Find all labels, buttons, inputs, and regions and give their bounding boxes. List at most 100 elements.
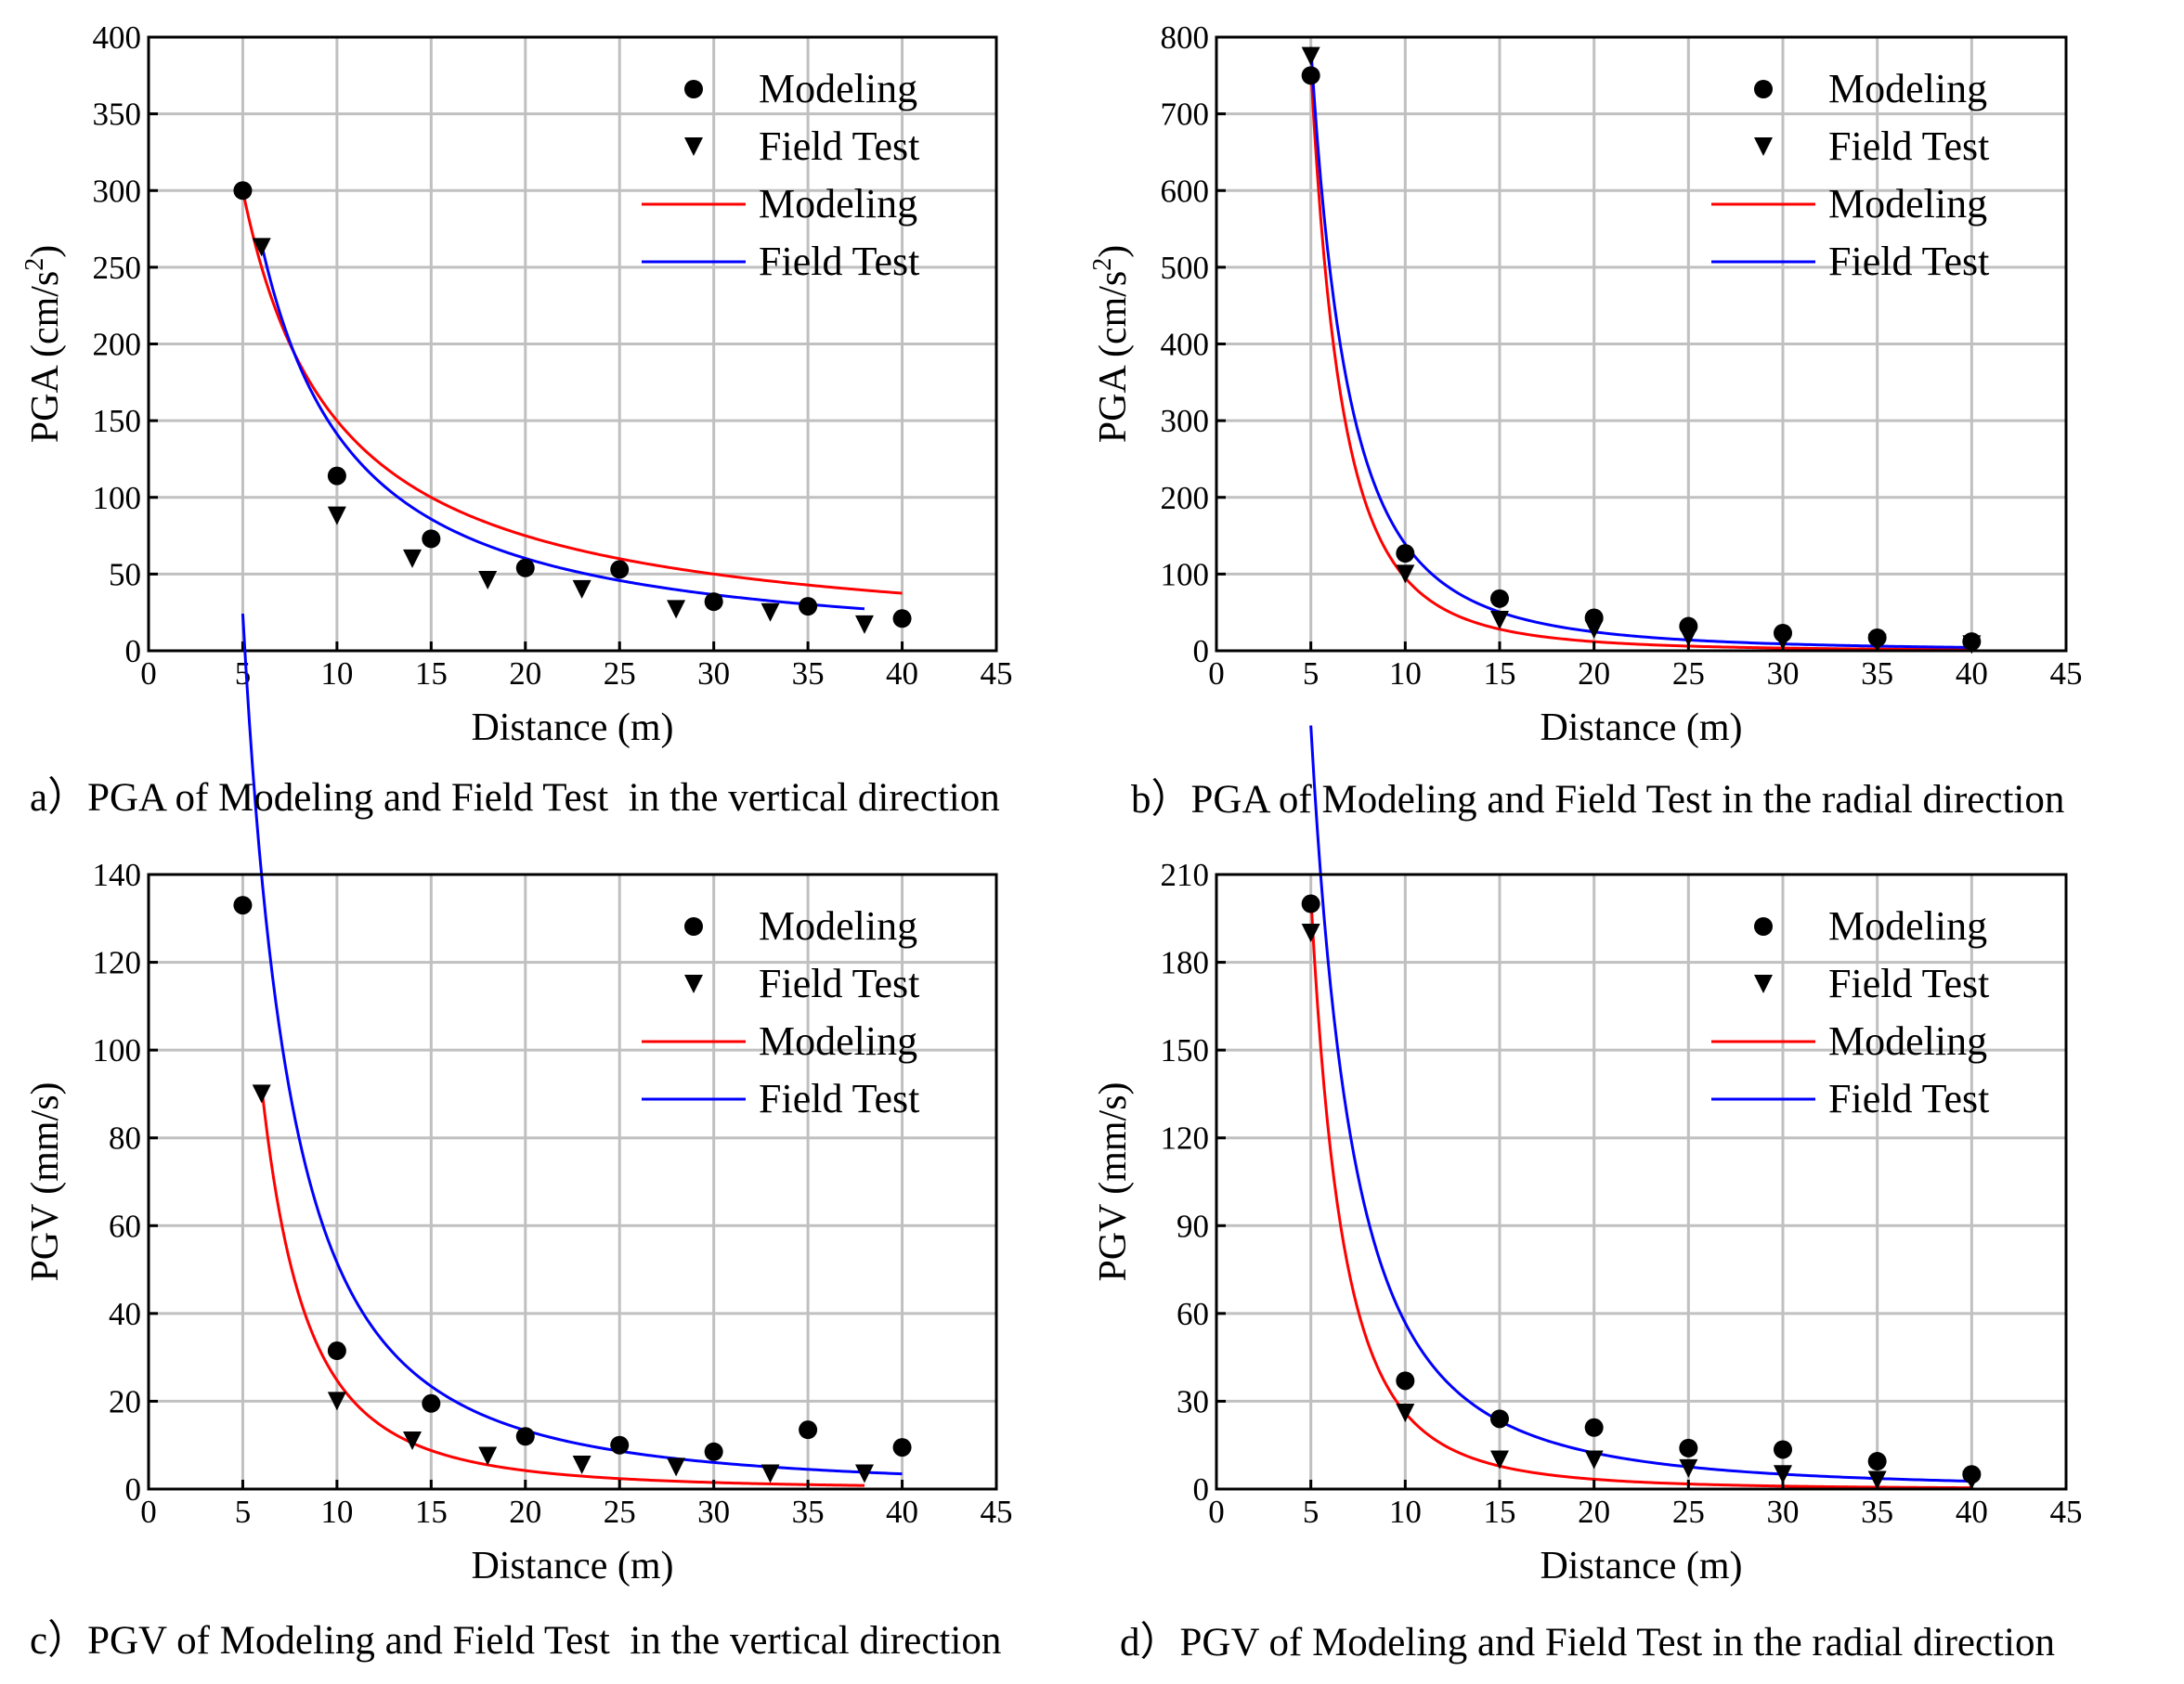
x-tick-label: 45	[981, 655, 1013, 692]
y-tick-label: 250	[93, 250, 142, 286]
y-tick-label: 0	[1193, 1471, 1210, 1508]
x-tick-label: 0	[140, 655, 157, 692]
caption-c: c）PGV of Modeling and Field Test in the …	[30, 1619, 1002, 1663]
modeling-point	[610, 1435, 630, 1455]
x-tick-label: 5	[1303, 655, 1320, 692]
field-test-point	[1301, 924, 1320, 943]
y-tick-label: 120	[1161, 1121, 1210, 1157]
y-axis-label: PGA (cm/s2)	[20, 245, 67, 444]
field-test-point	[327, 506, 346, 525]
field-test-point	[572, 579, 592, 599]
y-axis-label-main: PGA (cm/s	[24, 271, 67, 444]
field-test-point	[403, 1431, 422, 1450]
field-test-point	[1301, 46, 1320, 66]
y-tick-label: 140	[93, 857, 142, 893]
field-test-point	[1774, 1465, 1792, 1484]
legend-label: Modeling	[759, 181, 917, 227]
legend-label: Modeling	[1828, 66, 1987, 111]
modeling-point	[233, 896, 253, 915]
field-test-point	[760, 1464, 780, 1483]
y-axis-label-end: )	[1092, 245, 1135, 258]
x-tick-label: 0	[140, 1494, 157, 1530]
y-tick-label: 20	[109, 1383, 141, 1419]
modeling-point	[233, 181, 253, 201]
y-tick-label: 60	[1176, 1296, 1209, 1332]
y-tick-label: 200	[93, 327, 142, 363]
legend-label: Field Test	[1828, 1076, 1989, 1121]
legend-label: Field Test	[759, 123, 919, 169]
x-tick-label: 25	[1672, 655, 1705, 692]
curve-field-test	[260, 243, 865, 611]
x-tick-label: 40	[886, 1494, 918, 1530]
x-tick-label: 45	[2050, 655, 2083, 692]
legend-field-test-marker	[1754, 975, 1773, 993]
field-test-point	[1774, 631, 1792, 651]
y-tick-label: 40	[109, 1296, 141, 1332]
x-tick-label: 15	[1484, 1494, 1516, 1530]
modeling-point	[515, 1427, 535, 1446]
y-tick-label: 150	[1161, 1032, 1210, 1069]
x-tick-label: 25	[604, 655, 636, 692]
x-tick-label: 45	[2050, 1494, 2083, 1530]
field-test-point	[1490, 1450, 1509, 1470]
field-test-point	[1679, 628, 1698, 647]
modeling-point	[704, 1442, 723, 1461]
y-tick-label: 0	[125, 633, 142, 669]
y-tick-label: 90	[1176, 1208, 1209, 1244]
y-tick-label: 0	[125, 1471, 142, 1508]
field-test-point	[403, 549, 422, 568]
caption-a: a）PGA of Modeling and Field Test in the …	[30, 776, 1000, 820]
y-tick-label: 700	[1161, 97, 1210, 133]
x-tick-label: 30	[697, 1494, 730, 1530]
modeling-point	[1679, 1438, 1698, 1457]
curve-field-test	[240, 613, 903, 1476]
plot-frame	[1215, 873, 2068, 1491]
modeling-point	[892, 609, 912, 628]
legend-label: Field Test	[1828, 961, 1989, 1006]
y-tick-label: 300	[93, 173, 142, 209]
modeling-point	[610, 560, 630, 579]
x-axis-label: Distance (m)	[471, 706, 673, 749]
y-axis-label-sup: 2	[1088, 258, 1117, 271]
field-test-point	[327, 1392, 346, 1411]
x-tick-label: 0	[1208, 1494, 1225, 1530]
x-tick-label: 40	[886, 655, 918, 692]
x-tick-label: 10	[320, 1494, 353, 1530]
y-tick-label: 30	[1176, 1383, 1209, 1419]
x-tick-label: 15	[415, 655, 448, 692]
x-tick-label: 20	[509, 655, 541, 692]
x-tick-label: 45	[981, 1494, 1013, 1530]
x-tick-label: 35	[792, 1494, 825, 1530]
curve-modeling	[1309, 896, 1972, 1490]
x-tick-label: 25	[1672, 1494, 1705, 1530]
curve-modeling	[1309, 67, 1972, 652]
field-test-point	[1396, 564, 1415, 584]
modeling-point	[1490, 1409, 1509, 1429]
legend-label: Field Test	[1828, 123, 1989, 169]
x-axis-label: Distance (m)	[1540, 1545, 1742, 1587]
legend-modeling-marker	[684, 917, 703, 936]
y-tick-label: 800	[1161, 19, 1210, 56]
y-tick-label: 120	[93, 945, 142, 981]
field-test-point	[854, 615, 874, 634]
x-axis-label: Distance (m)	[1540, 706, 1742, 749]
y-tick-label: 180	[1161, 945, 1210, 981]
x-tick-label: 30	[697, 655, 730, 692]
field-test-point	[1584, 1450, 1604, 1470]
y-axis-label-main: PGV (mm/s)	[24, 1082, 67, 1281]
legend-modeling-marker	[1754, 80, 1773, 98]
x-tick-label: 20	[1578, 655, 1610, 692]
x-tick-label: 10	[1389, 655, 1422, 692]
modeling-point	[799, 1420, 818, 1440]
y-tick-label: 400	[1161, 327, 1210, 363]
modeling-point	[1396, 544, 1415, 563]
legend-field-test-marker	[1754, 137, 1773, 156]
x-tick-label: 15	[1484, 655, 1516, 692]
x-tick-label: 30	[1767, 655, 1800, 692]
field-test-point	[1396, 1404, 1415, 1423]
y-tick-label: 80	[109, 1121, 141, 1157]
x-tick-label: 10	[1389, 1494, 1422, 1530]
